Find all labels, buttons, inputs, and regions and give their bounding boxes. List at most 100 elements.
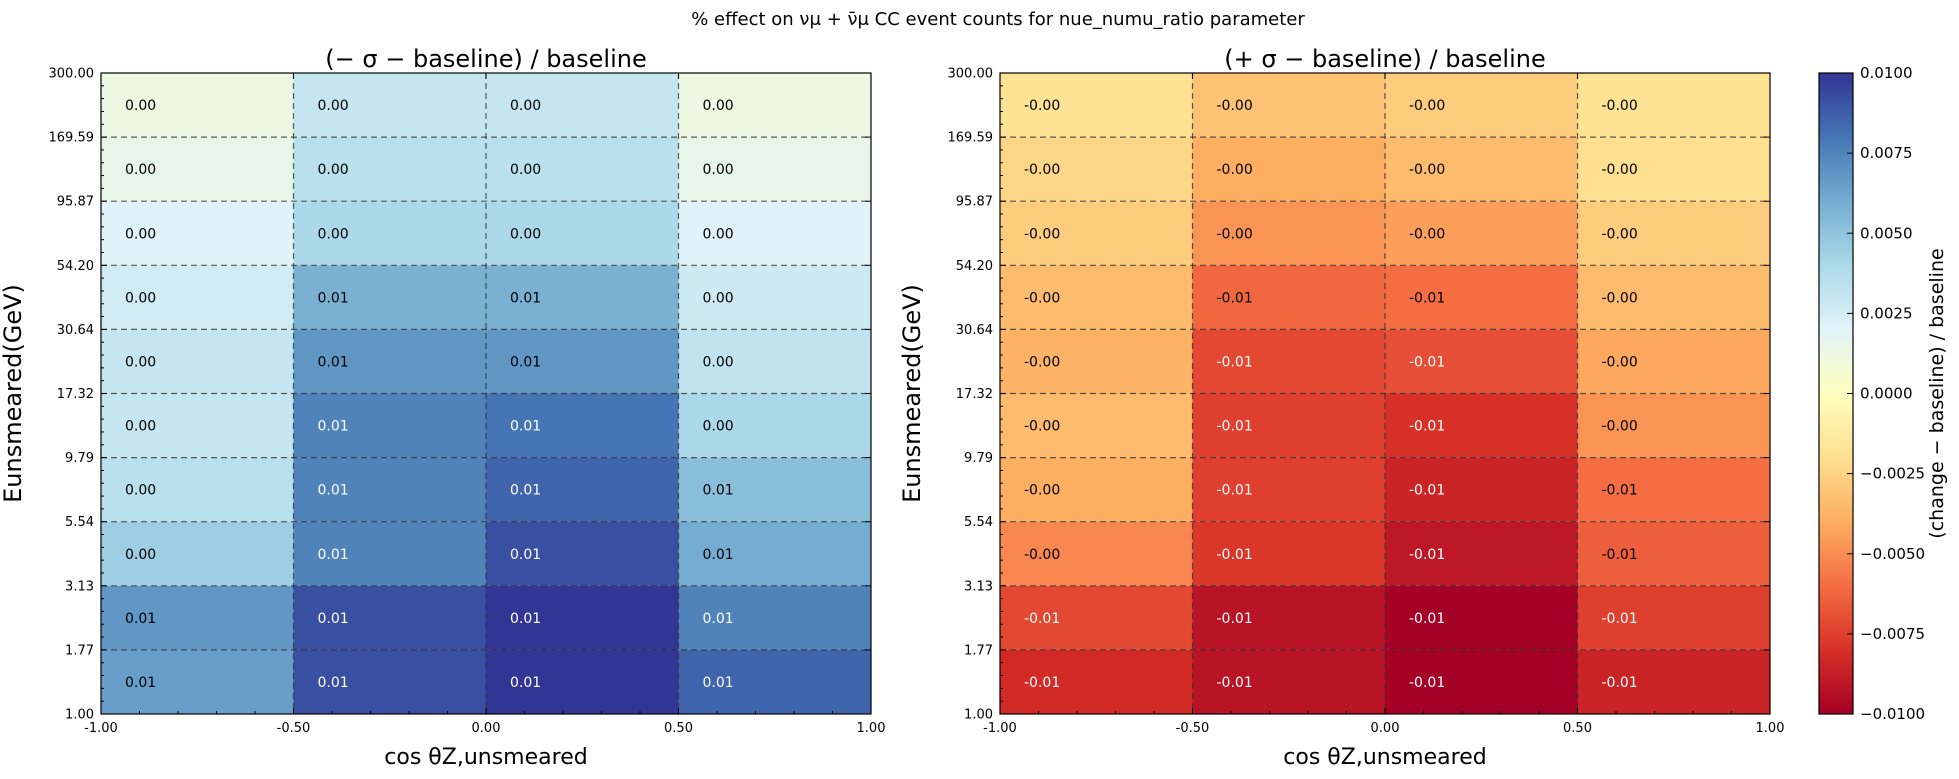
heatmap-cell [678,73,871,138]
heatmap-cell [293,265,486,330]
heatmap-cell [1000,649,1193,714]
heatmap-cell [1192,265,1385,330]
heatmap-cell [486,329,679,394]
heatmap-cell [1577,137,1770,202]
y-tick-label: 1.77 [964,643,993,658]
heatmap-cell [1577,585,1770,650]
cell-value-label: -0.01 [1409,354,1445,370]
colorbar-tick-label: 0.0100 [1860,64,1913,82]
cell-value-label: -0.00 [1602,354,1638,370]
figure-suptitle: % effect on νμ + ν̄μ CC event counts for… [691,9,1305,30]
x-tick-label: 0.50 [664,721,693,736]
heatmap-cell [678,201,871,266]
cell-value-label: 0.01 [318,419,349,435]
y-tick-label: 300.00 [948,67,994,82]
heatmap-cell [1577,457,1770,522]
heatmap-cell [486,265,679,330]
cell-value-label: -0.00 [1024,98,1060,114]
cell-value-label: 0.01 [703,611,734,627]
cell-value-label: -0.01 [1217,547,1253,563]
x-tick-label: 0.50 [1563,721,1592,736]
y-tick-label: 1.00 [65,708,94,723]
cell-value-label: -0.00 [1024,290,1060,306]
y-tick-label: 17.32 [57,387,94,402]
cell-value-label: 0.01 [318,483,349,499]
x-tick-label: -1.00 [983,721,1017,736]
y-axis-label: Eunsmeared(GeV) [0,284,27,503]
cell-value-label: 0.01 [318,611,349,627]
heatmap-cell [1577,201,1770,266]
heatmap-cell [293,201,486,266]
y-tick-label: 95.87 [956,195,993,210]
heatmap-cell [1385,585,1578,650]
heatmap-cell [101,393,294,458]
cell-value-label: 0.01 [318,354,349,370]
cell-value-label: -0.00 [1409,226,1445,242]
heatmap-cell [1385,393,1578,458]
cell-value-label: 0.01 [318,290,349,306]
cell-value-label: 0.00 [318,226,349,242]
heatmap-cell [1000,457,1193,522]
cell-value-label: 0.00 [703,98,734,114]
heatmap-cell [293,393,486,458]
heatmap-cell [101,137,294,202]
cell-value-label: -0.01 [1602,675,1638,691]
cell-value-label: -0.00 [1217,98,1253,114]
cell-value-label: 0.01 [510,675,541,691]
y-tick-label: 3.13 [964,579,993,594]
y-tick-label: 5.54 [65,515,94,530]
y-tick-label: 17.32 [956,387,993,402]
heatmap-cell [486,137,679,202]
heatmap-cell [1000,137,1193,202]
cell-value-label: -0.00 [1217,226,1253,242]
x-axis-label: cos θZ,unsmeared [1283,745,1486,770]
y-tick-label: 5.54 [964,515,993,530]
heatmap-cell [293,457,486,522]
cell-value-label: 0.01 [703,675,734,691]
heatmap-cell [101,329,294,394]
cell-value-label: -0.01 [1602,611,1638,627]
heatmap-cell [678,265,871,330]
heatmap-cell [101,457,294,522]
colorbar-tick-label: 0.0050 [1860,224,1913,242]
y-axis-label: Eunsmeared(GeV) [898,284,926,503]
cell-value-label: -0.00 [1024,483,1060,499]
cell-value-label: 0.00 [125,419,156,435]
cell-value-label: -0.01 [1409,483,1445,499]
heatmap-cell [678,137,871,202]
cell-value-label: -0.01 [1409,419,1445,435]
heatmap-cell [1385,73,1578,138]
x-tick-label: 1.00 [857,721,886,736]
colorbar-tick-label: 0.0075 [1860,144,1913,162]
heatmap-cell [1192,201,1385,266]
heatmap-cell [1385,201,1578,266]
y-tick-label: 1.00 [964,708,993,723]
cell-value-label: 0.00 [510,226,541,242]
cell-value-label: -0.00 [1024,419,1060,435]
cell-value-label: -0.00 [1024,354,1060,370]
heatmap-cell [486,521,679,586]
cell-value-label: 0.00 [510,162,541,178]
cell-value-label: 0.01 [510,419,541,435]
heatmap-cell [1000,329,1193,394]
panel-title: (+ σ − baseline) / baseline [1224,45,1545,73]
heatmap-cell [101,521,294,586]
y-tick-label: 9.79 [964,451,993,466]
cell-value-label: 0.01 [703,483,734,499]
heatmap-cell [1577,649,1770,714]
heatmap-cell [1192,649,1385,714]
heatmap-cell [486,649,679,714]
heatmap-cell [486,201,679,266]
heatmap-cell [101,585,294,650]
heatmap-cell [486,585,679,650]
colorbar-tick-label: −0.0100 [1860,705,1925,723]
cell-value-label: -0.01 [1024,675,1060,691]
cell-value-label: -0.00 [1602,98,1638,114]
cell-value-label: 0.00 [510,98,541,114]
cell-value-label: 0.00 [318,162,349,178]
cell-value-label: 0.00 [125,483,156,499]
cell-value-label: -0.01 [1602,483,1638,499]
cell-value-label: -0.00 [1602,419,1638,435]
cell-value-label: 0.00 [125,354,156,370]
